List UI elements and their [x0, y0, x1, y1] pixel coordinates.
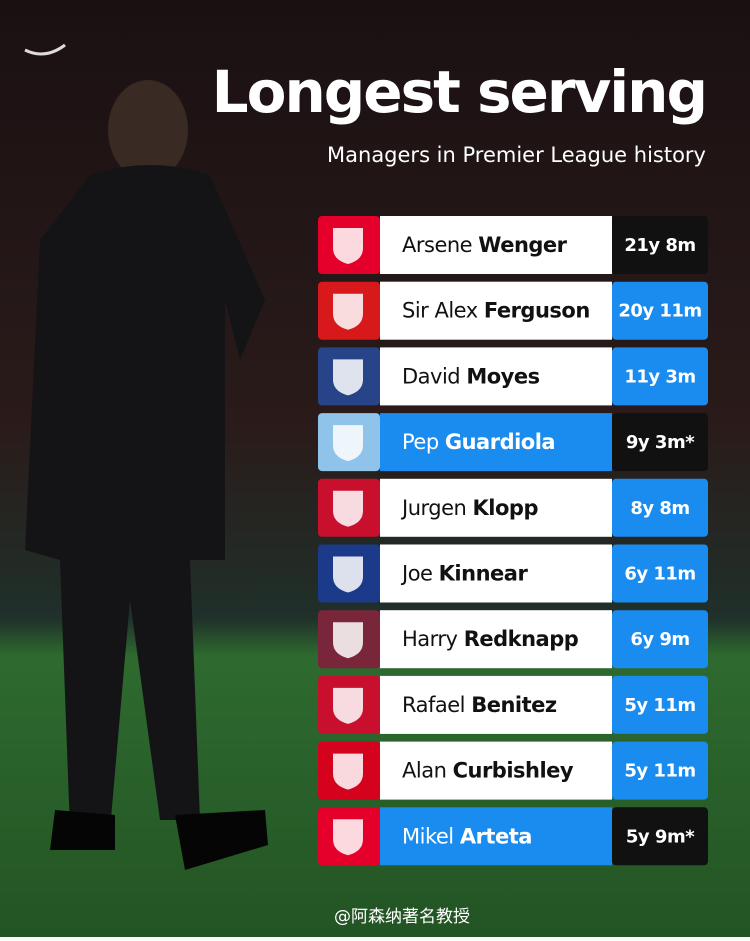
manager-name: Harry Redknapp: [402, 627, 579, 651]
subtitle: Managers in Premier League history: [327, 143, 706, 167]
watermark: @阿森纳著名教授: [334, 907, 470, 927]
tenure-box: [612, 741, 708, 800]
last-name: Guardiola: [445, 430, 555, 454]
name-box: [380, 610, 612, 669]
name-box: [380, 216, 612, 274]
logo: [24, 43, 66, 56]
club-badge: [333, 228, 363, 264]
name-box: [380, 413, 612, 472]
name-box: [380, 741, 612, 800]
manager-row: Joe Kinnear 6y 11m: [318, 544, 708, 603]
club-badge: [333, 490, 363, 527]
first-name: David: [402, 364, 460, 388]
name-box: [380, 281, 612, 340]
tenure: 5y 9m*: [626, 826, 695, 847]
tenure: 5y 11m: [624, 761, 695, 782]
last-name: Klopp: [473, 496, 539, 520]
manager-row: Arsene Wenger 21y 8m: [318, 216, 708, 274]
manager-name: Joe Kinnear: [400, 562, 528, 586]
first-name: Harry: [402, 627, 458, 651]
last-name: Redknapp: [464, 627, 579, 651]
tenure-box: [612, 478, 708, 537]
manager-name: Jurgen Klopp: [400, 496, 538, 520]
name-box: [380, 675, 612, 734]
manager-row: Alan Curbishley 5y 11m: [318, 741, 708, 800]
name-box: [380, 544, 612, 603]
first-name: Joe: [400, 562, 432, 586]
club-badge: [333, 753, 363, 790]
manager-row: Jurgen Klopp 8y 8m: [318, 478, 708, 537]
tenure: 21y 8m: [624, 235, 695, 256]
tenure-box: [612, 807, 708, 866]
tenure: 8y 8m: [630, 498, 689, 519]
name-box: [380, 807, 612, 866]
tenure-box: [612, 216, 708, 274]
last-name: Benitez: [471, 693, 557, 717]
club-badge: [333, 359, 363, 396]
last-name: Ferguson: [484, 299, 590, 323]
tenure-box: [612, 675, 708, 734]
manager-name: Arsene Wenger: [402, 233, 568, 257]
name-box: [380, 478, 612, 537]
tenure: 20y 11m: [618, 301, 701, 322]
manager-row: Mikel Arteta 5y 9m*: [318, 807, 708, 866]
tenure: 9y 3m*: [626, 432, 695, 453]
first-name: Pep: [402, 430, 439, 454]
first-name: Jurgen: [400, 496, 466, 520]
manager-list: Arsene Wenger 21y 8m Sir Alex Ferguson 20y …: [318, 216, 708, 866]
last-name: Wenger: [478, 233, 567, 257]
tenure: 6y 9m: [630, 629, 689, 650]
tenure: 5y 11m: [624, 695, 695, 716]
club-badge: [333, 687, 363, 724]
first-name: Rafael: [402, 693, 465, 717]
first-name: Sir Alex: [402, 299, 478, 323]
last-name: Moyes: [466, 364, 539, 388]
tenure-box: [612, 281, 708, 340]
tenure-box: [612, 413, 708, 472]
first-name: Arsene: [402, 233, 472, 257]
tenure-box: [612, 544, 708, 603]
club-badge: [333, 622, 363, 659]
name-box: [380, 347, 612, 406]
club-badge: [333, 425, 363, 462]
tenure: 6y 11m: [624, 564, 695, 585]
first-name: Mikel: [402, 824, 454, 848]
tenure-box: [612, 610, 708, 669]
last-name: Arteta: [460, 824, 532, 848]
first-name: Alan: [402, 759, 446, 783]
tenure-box: [612, 347, 708, 406]
club-badge: [333, 293, 363, 330]
last-name: Kinnear: [439, 562, 529, 586]
club-badge: [333, 556, 363, 593]
manager-row: David Moyes 11y 3m: [318, 347, 708, 406]
manager-figure: [25, 80, 268, 870]
club-badge: [333, 819, 363, 856]
manager-row: Pep Guardiola 9y 3m*: [318, 413, 708, 472]
manager-name: Alan Curbishley: [402, 759, 574, 783]
manager-row: Rafael Benitez 5y 11m: [318, 675, 708, 734]
manager-name: Rafael Benitez: [402, 693, 557, 717]
manager-name: David Moyes: [402, 364, 540, 388]
manager-row: Harry Redknapp 6y 9m: [318, 610, 708, 669]
manager-name: Pep Guardiola: [402, 430, 555, 454]
title: Longest serving: [212, 58, 706, 126]
manager-name: Mikel Arteta: [402, 824, 532, 848]
last-name: Curbishley: [453, 759, 574, 783]
manager-name: Sir Alex Ferguson: [402, 299, 590, 323]
manager-row: Sir Alex Ferguson 20y 11m: [318, 281, 708, 340]
tenure: 11y 3m: [624, 366, 695, 387]
